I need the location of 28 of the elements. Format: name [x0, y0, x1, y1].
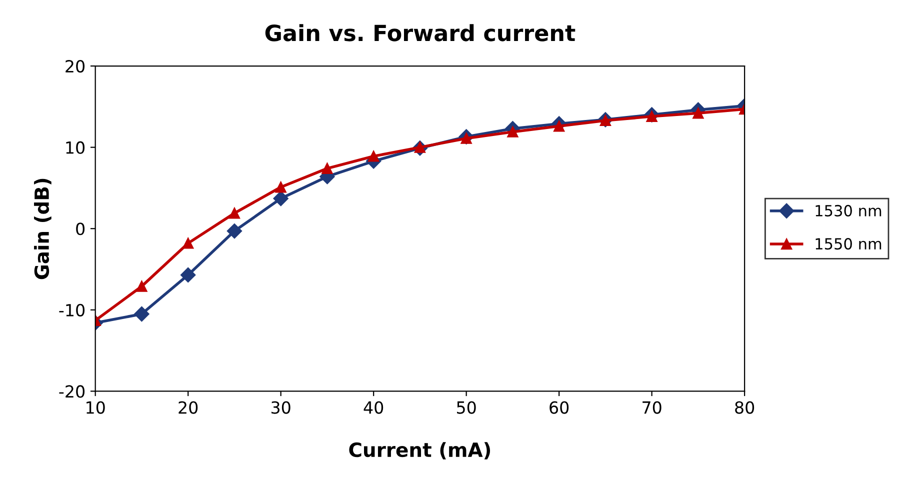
legend-label: 1530 nm	[816, 204, 882, 216]
x-tick-label: 10	[86, 401, 105, 414]
y-axis-title: Gain (dB)	[34, 178, 52, 280]
x-tick-label: 20	[178, 401, 198, 414]
legend-label: 1550 nm	[816, 238, 882, 250]
x-tick-label: 30	[272, 401, 290, 414]
y-tick-label: 10	[66, 141, 85, 154]
y-tick-label: 20	[66, 60, 85, 73]
point	[273, 190, 288, 206]
point	[228, 208, 240, 219]
y-tick-label: 0	[76, 222, 85, 236]
point	[275, 182, 286, 193]
x-tick-label: 80	[735, 401, 754, 414]
point	[322, 162, 333, 174]
x-tick-label: 40	[364, 401, 384, 414]
x-tick-label: 50	[457, 401, 476, 414]
point	[180, 267, 196, 283]
x-tick-label: 70	[642, 401, 662, 414]
x-axis-title: Current (mA)	[349, 442, 490, 460]
point	[368, 150, 380, 162]
y-tick-label: -10	[59, 304, 85, 316]
point	[226, 223, 242, 239]
point	[134, 306, 150, 322]
point	[136, 280, 148, 292]
y-tick-label: -20	[59, 385, 85, 398]
chart-title: Gain vs. Forward current	[265, 24, 576, 42]
point	[182, 238, 194, 249]
x-tick-label: 60	[550, 401, 569, 414]
